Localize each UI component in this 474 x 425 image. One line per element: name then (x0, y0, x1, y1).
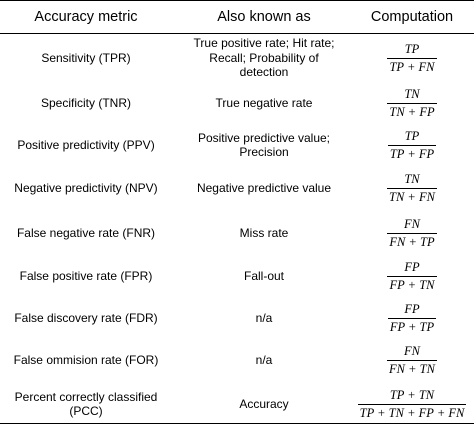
aka-line: Miss rate (239, 225, 289, 240)
fraction: TP + TN TP + TN + FP + FN (357, 387, 467, 421)
aka-cell: True negative rate (180, 82, 348, 124)
aka-line: n/a (255, 352, 273, 367)
aka-line: n/a (255, 310, 273, 325)
fraction-bar (387, 275, 437, 277)
table-row: False ommision rate (FOR) n/a FN FN + TN (0, 339, 474, 381)
bottom-rule (0, 423, 474, 424)
computation-cell: FN FN + TN (350, 339, 474, 381)
fraction-numerator: TP (404, 128, 420, 143)
computation-cell: TP TP + FN (350, 35, 474, 81)
fraction-denominator: TN + FN (389, 189, 435, 204)
aka-line: detection (239, 65, 289, 80)
aka-line: True positive rate; Hit rate; (193, 36, 335, 51)
aka-line: True negative rate (215, 95, 313, 110)
fraction-denominator: FN + TP (389, 234, 435, 249)
computation-cell: FN FN + TP (350, 212, 474, 254)
metric-cell: False positive rate (FPR) (19, 268, 153, 283)
table-row: Negative predictivity (NPV) Negative pred… (0, 167, 474, 209)
fraction: TP TP + FN (387, 41, 437, 75)
fraction-bar (387, 359, 437, 361)
header-accuracy-metric: Accuracy metric (34, 8, 138, 25)
fraction-numerator: FP (404, 259, 420, 274)
top-rule (0, 0, 474, 1)
aka-cell: True positive rate; Hit rate; Recall; Pro… (180, 35, 348, 81)
metric-cell: Sensitivity (TPR) (41, 50, 131, 65)
fraction-bar (387, 144, 437, 146)
fraction-denominator: FN + TN (389, 361, 435, 376)
computation-cell: TN TN + FN (350, 167, 474, 209)
table-row: Sensitivity (TPR) True positive rate; Hit… (0, 35, 474, 81)
fraction-denominator: FP + TP (389, 319, 435, 334)
aka-line: Positive predictive value; (197, 130, 331, 145)
aka-cell: Positive predictive value; Precision (180, 124, 348, 166)
table-row: False positive rate (FPR) Fall-out FP FP + … (0, 255, 474, 297)
fraction: FP FP + TN (387, 259, 437, 293)
fraction-denominator: TP + FN (389, 59, 435, 74)
computation-cell: FP FP + TP (350, 297, 474, 339)
computation-cell: TP + TN TP + TN + FP + FN (350, 383, 474, 425)
fraction: FP FP + TP (387, 301, 437, 335)
fraction-denominator: TP + FP (389, 146, 435, 161)
fraction: FN FN + TN (387, 344, 437, 377)
table-row: Specificity (TNR) True negative rate TN TN … (0, 82, 474, 124)
table-row: False discovery rate (FDR) n/a FP FP + TP (0, 297, 474, 339)
aka-line: Negative predictive value (196, 180, 332, 195)
fraction-numerator: TN (404, 171, 420, 186)
fraction-bar (357, 403, 467, 405)
metric-cell: Negative predictivity (NPV) (14, 180, 158, 195)
metric-cell: False discovery rate (FDR) (14, 310, 158, 325)
fraction-numerator: TP (404, 41, 420, 56)
fraction-bar (387, 232, 437, 234)
aka-cell: Negative predictive value (180, 167, 348, 209)
fraction: TN TN + FP (387, 86, 437, 120)
fraction-denominator: TN + FP (389, 104, 435, 119)
fraction-numerator: FP (404, 301, 420, 316)
table-row: Positive predictivity (PPV) Positive pred… (0, 124, 474, 166)
metric-cell: Percent correctly classified (PCC) (14, 389, 158, 419)
fraction-numerator: TN (404, 86, 420, 101)
aka-line: Precision (239, 145, 289, 159)
fraction-bar (387, 102, 437, 104)
metric-cell: False negative rate (FNR) (16, 225, 156, 240)
fraction-denominator: FP + TN (389, 277, 435, 292)
header-also-known-as: Also known as (217, 8, 311, 25)
computation-cell: FP FP + TN (350, 255, 474, 297)
aka-line: Accuracy (239, 396, 289, 411)
metric-cell: False ommision rate (FOR) (13, 352, 159, 367)
fraction: TP TP + FP (387, 128, 437, 162)
aka-cell: Fall-out (180, 255, 348, 297)
aka-cell: Accuracy (180, 383, 348, 425)
fraction-bar (387, 187, 437, 189)
aka-line: Fall-out (243, 268, 284, 283)
header-computation: Computation (370, 8, 454, 25)
fraction-bar (387, 57, 437, 59)
fraction-numerator: FN (404, 343, 420, 358)
fraction-numerator: TP + TN (389, 387, 435, 402)
table-row: Percent correctly classified (PCC) Accura… (0, 383, 474, 425)
fraction: FN FN + TP (387, 216, 437, 250)
aka-line: Recall; Probability of (209, 50, 319, 65)
metric-cell: Specificity (TNR) (40, 95, 131, 110)
computation-cell: TN TN + FP (350, 82, 474, 124)
table-row: False negative rate (FNR) Miss rate FN FN +… (0, 212, 474, 254)
fraction-denominator: TP + TN + FP + FN (359, 405, 465, 420)
fraction-bar (387, 317, 437, 319)
aka-cell: Miss rate (180, 212, 348, 254)
fraction: TN TN + FN (387, 172, 437, 205)
aka-cell: n/a (180, 297, 348, 339)
fraction-numerator: FN (404, 216, 420, 231)
aka-cell: n/a (180, 339, 348, 381)
header-rule (0, 33, 474, 34)
metric-cell: Positive predictivity (PPV) (17, 137, 155, 152)
computation-cell: TP TP + FP (350, 124, 474, 166)
